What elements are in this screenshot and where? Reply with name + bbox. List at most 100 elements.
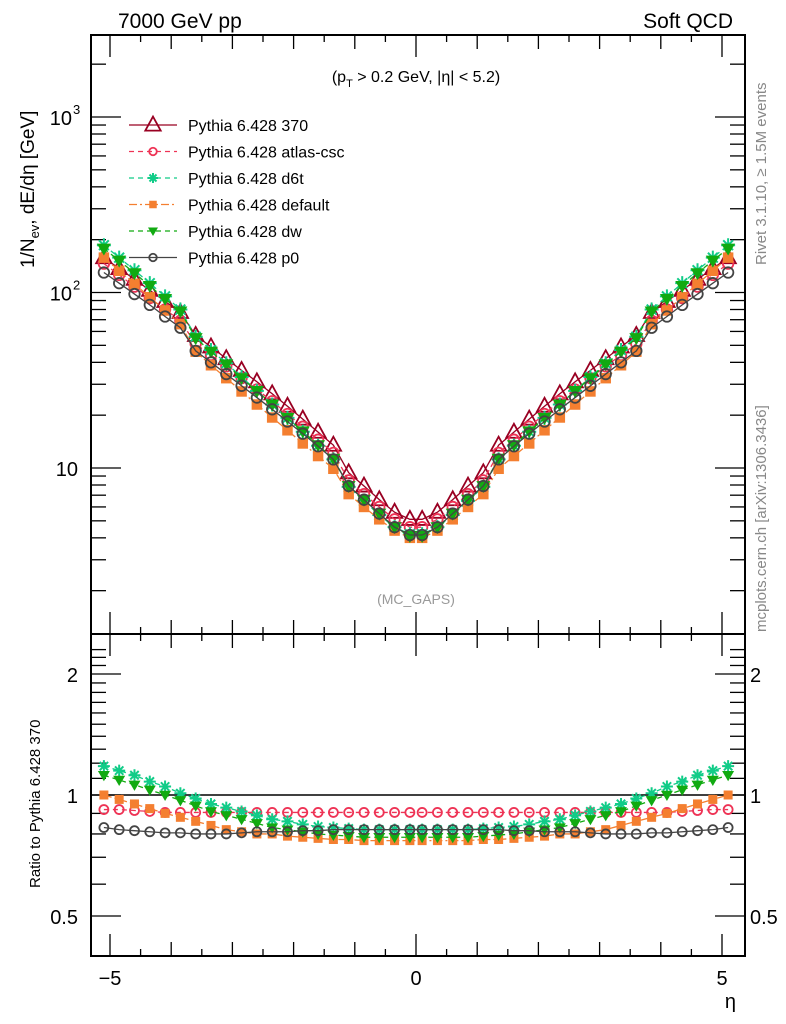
data-point bbox=[569, 819, 582, 830]
data-point bbox=[370, 489, 389, 507]
data-point bbox=[706, 775, 719, 786]
data-point bbox=[293, 408, 313, 426]
data-point bbox=[722, 771, 735, 782]
data-point bbox=[312, 450, 324, 462]
data-point bbox=[358, 807, 370, 818]
data-point bbox=[660, 310, 674, 323]
data-point bbox=[707, 804, 719, 815]
data-point bbox=[493, 807, 505, 818]
data-point bbox=[568, 391, 582, 404]
data-point bbox=[372, 508, 387, 521]
legend-label: Pythia 6.428 370 bbox=[188, 118, 308, 135]
data-point bbox=[570, 829, 580, 839]
data-point bbox=[492, 453, 505, 466]
data-point bbox=[327, 453, 340, 466]
data-point bbox=[174, 321, 187, 334]
data-point bbox=[569, 826, 581, 838]
data-point bbox=[553, 823, 566, 834]
data-point bbox=[477, 822, 490, 835]
ratio-y-tick-label: 1 bbox=[67, 786, 78, 808]
data-point bbox=[357, 493, 371, 506]
data-point bbox=[645, 796, 658, 807]
ratio-y-tick-label: 2 bbox=[67, 665, 78, 687]
data-point bbox=[262, 383, 282, 401]
data-point bbox=[220, 367, 233, 381]
analysis-annotation: (MC_GAPS) bbox=[377, 591, 455, 607]
plot-subtitle: (pT > 0.2 GeV, |η| < 5.2) bbox=[332, 69, 500, 90]
data-point bbox=[145, 804, 155, 814]
data-point bbox=[507, 440, 521, 453]
data-point bbox=[646, 827, 658, 839]
series-line bbox=[103, 808, 729, 814]
data-point bbox=[175, 318, 186, 330]
data-point bbox=[555, 829, 565, 839]
data-point bbox=[204, 356, 218, 369]
data-point bbox=[354, 475, 374, 493]
data-point bbox=[328, 463, 339, 475]
data-point bbox=[129, 799, 139, 809]
data-point bbox=[523, 825, 535, 837]
data-point bbox=[387, 522, 402, 535]
data-point bbox=[278, 395, 297, 413]
data-point bbox=[412, 509, 432, 526]
data-point bbox=[691, 780, 704, 791]
data-point bbox=[504, 421, 524, 439]
series-pythia-6-428-dw bbox=[97, 771, 735, 844]
data-point bbox=[508, 825, 520, 837]
y-tick-label: 10 bbox=[56, 459, 78, 481]
x-axis-label: η bbox=[725, 991, 736, 1013]
data-point bbox=[98, 804, 110, 815]
data-point bbox=[113, 277, 126, 290]
series-pythia-6-428-d6t bbox=[96, 238, 736, 542]
data-point bbox=[128, 780, 141, 791]
data-point bbox=[266, 823, 279, 834]
data-point bbox=[492, 821, 505, 834]
data-point bbox=[203, 346, 218, 359]
data-point bbox=[630, 792, 643, 805]
ratio-y-tick-label: 0.5 bbox=[50, 907, 78, 929]
data-point bbox=[662, 808, 672, 818]
data-point bbox=[508, 807, 520, 818]
data-point bbox=[693, 799, 703, 809]
data-point bbox=[280, 412, 295, 425]
data-point bbox=[692, 825, 703, 837]
data-point bbox=[358, 824, 370, 836]
data-point bbox=[519, 408, 539, 426]
data-point bbox=[443, 489, 462, 507]
data-point bbox=[721, 266, 735, 279]
data-point bbox=[388, 521, 401, 534]
data-point bbox=[341, 481, 356, 493]
y-tick-exponent: 2 bbox=[73, 278, 80, 293]
legend-entry: Pythia 6.428 default bbox=[129, 198, 330, 215]
data-point bbox=[267, 829, 277, 839]
data-point bbox=[297, 825, 309, 837]
data-point bbox=[142, 281, 157, 293]
data-point bbox=[342, 822, 355, 835]
data-point bbox=[489, 434, 508, 452]
data-point bbox=[235, 379, 248, 392]
data-point bbox=[404, 824, 416, 836]
data-point bbox=[204, 797, 217, 810]
data-point bbox=[553, 403, 566, 416]
data-point bbox=[599, 811, 612, 822]
data-point bbox=[174, 787, 187, 800]
data-point bbox=[523, 818, 536, 831]
data-point bbox=[614, 346, 629, 359]
y-tick-exponent: 3 bbox=[73, 102, 80, 117]
data-point bbox=[113, 764, 126, 777]
data-point bbox=[266, 412, 278, 423]
data-point bbox=[159, 827, 171, 839]
data-point bbox=[722, 822, 734, 833]
data-point bbox=[343, 807, 355, 818]
data-point bbox=[252, 829, 262, 839]
data-point bbox=[416, 824, 428, 836]
data-point bbox=[445, 508, 460, 521]
y-tick-label: 10 bbox=[50, 108, 72, 130]
data-point bbox=[721, 243, 736, 256]
data-point bbox=[707, 824, 719, 836]
data-point bbox=[373, 507, 386, 520]
data-point bbox=[403, 833, 416, 844]
data-point bbox=[644, 306, 659, 319]
data-point bbox=[144, 826, 156, 838]
data-point bbox=[281, 415, 294, 428]
